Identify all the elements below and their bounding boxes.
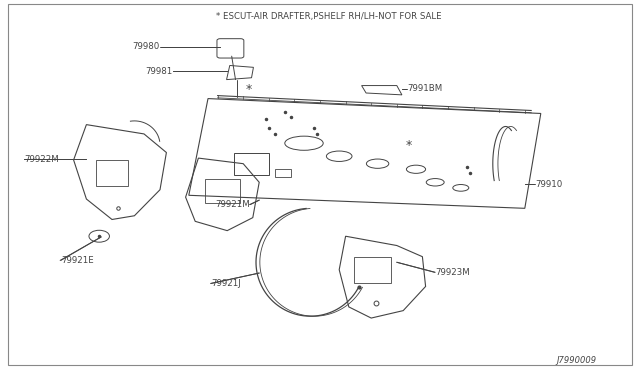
Text: 79922M: 79922M (24, 155, 59, 164)
Text: 79980: 79980 (132, 42, 160, 51)
Text: *: * (405, 139, 412, 151)
Text: 7991BM: 7991BM (407, 84, 442, 93)
Text: 79910: 79910 (535, 180, 563, 189)
Text: 79921M: 79921M (215, 200, 250, 209)
Text: 79981: 79981 (145, 67, 173, 76)
Text: *: * (245, 83, 252, 96)
Text: * ESCUT-AIR DRAFTER,PSHELF RH/LH-NOT FOR SALE: * ESCUT-AIR DRAFTER,PSHELF RH/LH-NOT FOR… (216, 12, 442, 21)
Text: 79921E: 79921E (61, 256, 93, 265)
Text: 79921J: 79921J (211, 279, 241, 288)
Text: J7990009: J7990009 (557, 356, 597, 365)
Text: 79923M: 79923M (435, 268, 470, 277)
